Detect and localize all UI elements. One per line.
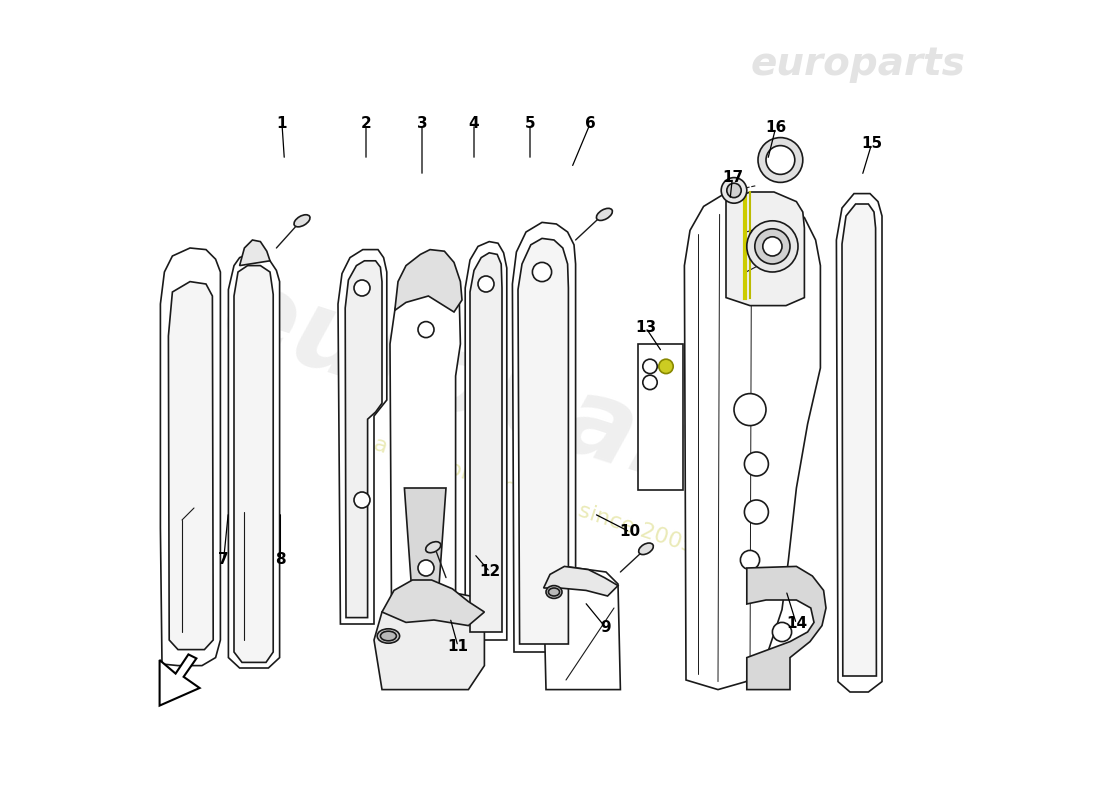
Circle shape [766, 146, 795, 174]
Ellipse shape [426, 542, 441, 553]
Circle shape [755, 229, 790, 264]
Polygon shape [513, 222, 575, 652]
Circle shape [762, 237, 782, 256]
Circle shape [418, 322, 434, 338]
Polygon shape [726, 192, 804, 306]
Text: 1: 1 [277, 117, 287, 131]
Polygon shape [390, 254, 461, 624]
Polygon shape [374, 586, 484, 690]
Text: 3: 3 [417, 117, 427, 131]
Polygon shape [395, 250, 462, 312]
Polygon shape [229, 254, 279, 668]
Text: 15: 15 [861, 137, 882, 151]
Polygon shape [405, 488, 446, 600]
Text: 4: 4 [469, 117, 480, 131]
Polygon shape [842, 204, 877, 676]
Text: 14: 14 [785, 617, 807, 631]
Circle shape [642, 359, 657, 374]
Polygon shape [543, 566, 620, 690]
Circle shape [745, 452, 769, 476]
Ellipse shape [549, 588, 560, 596]
Polygon shape [470, 253, 502, 632]
Polygon shape [234, 266, 273, 662]
Text: europarts: europarts [209, 257, 812, 543]
Text: 6: 6 [584, 117, 595, 131]
Polygon shape [338, 250, 387, 624]
Circle shape [745, 500, 769, 524]
Circle shape [354, 492, 370, 508]
Text: 2: 2 [361, 117, 372, 131]
Polygon shape [465, 242, 507, 640]
Circle shape [734, 394, 766, 426]
Ellipse shape [294, 214, 310, 227]
Text: 12: 12 [480, 565, 501, 579]
Text: 5: 5 [525, 117, 536, 131]
Circle shape [722, 178, 747, 203]
Text: 16: 16 [764, 121, 786, 135]
Polygon shape [684, 195, 821, 690]
Ellipse shape [381, 631, 396, 641]
Polygon shape [518, 238, 569, 644]
Ellipse shape [639, 543, 653, 554]
Polygon shape [345, 261, 382, 618]
Circle shape [478, 276, 494, 292]
Circle shape [740, 550, 760, 570]
Ellipse shape [377, 629, 399, 643]
Polygon shape [543, 566, 618, 596]
Circle shape [747, 221, 798, 272]
Circle shape [418, 560, 434, 576]
Text: 17: 17 [722, 170, 742, 185]
Text: a passion for parts since 2005: a passion for parts since 2005 [371, 434, 697, 558]
Polygon shape [747, 566, 826, 690]
Circle shape [772, 622, 792, 642]
Text: 11: 11 [448, 639, 469, 654]
Polygon shape [638, 344, 683, 490]
Ellipse shape [546, 586, 562, 598]
Polygon shape [240, 240, 270, 266]
Polygon shape [382, 580, 484, 626]
Polygon shape [836, 194, 882, 692]
Text: 9: 9 [601, 621, 612, 635]
Circle shape [659, 359, 673, 374]
Circle shape [642, 375, 657, 390]
Polygon shape [168, 282, 213, 650]
Text: europarts: europarts [750, 45, 966, 83]
Circle shape [532, 262, 551, 282]
Circle shape [354, 280, 370, 296]
Circle shape [727, 183, 741, 198]
Polygon shape [161, 248, 220, 666]
Polygon shape [160, 654, 199, 706]
Text: 13: 13 [636, 321, 657, 335]
Circle shape [770, 662, 786, 678]
Text: 8: 8 [275, 553, 286, 567]
Text: 10: 10 [619, 525, 640, 539]
Circle shape [758, 138, 803, 182]
Text: 7: 7 [218, 553, 229, 567]
Ellipse shape [596, 208, 613, 221]
